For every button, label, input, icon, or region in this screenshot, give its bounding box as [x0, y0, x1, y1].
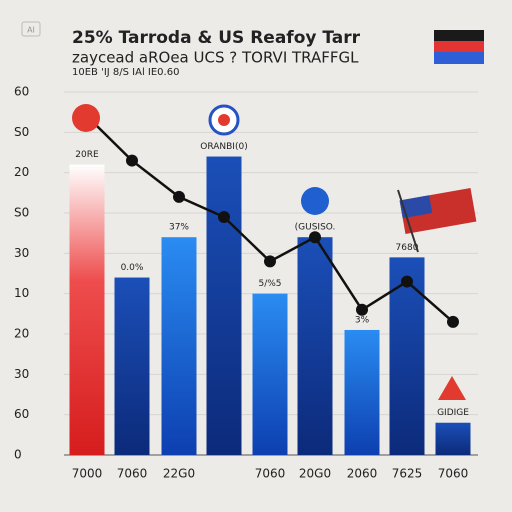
watermark: AI: [27, 26, 35, 35]
value-label: 20RE: [75, 150, 99, 160]
value-label: 37%: [169, 223, 189, 233]
y-tick-label: 60: [14, 85, 29, 99]
value-label: 5/%5: [258, 279, 281, 289]
icon: [438, 376, 466, 400]
bar: [114, 277, 150, 455]
icon: [399, 195, 433, 219]
icon: [218, 114, 230, 126]
line-point: [309, 231, 321, 244]
x-tick-label: 7060: [117, 467, 148, 481]
line-point: [126, 154, 138, 167]
value-label: (GUSISO.: [295, 223, 336, 233]
line-point: [401, 275, 413, 288]
line-point: [173, 190, 185, 203]
y-tick-label: 60: [14, 407, 29, 421]
icons: [72, 104, 477, 400]
chart-subtitle: zaycead aROea UCS ? TORVI TRAFFGL: [72, 49, 359, 67]
y-tick-label: 20: [14, 165, 29, 179]
bar: [206, 156, 242, 456]
line-point: [356, 303, 368, 316]
y-tick-label: 30: [14, 246, 29, 260]
flag: [434, 30, 484, 64]
icon: [301, 187, 329, 215]
icon: [397, 189, 419, 253]
value-label: 0.0%: [121, 263, 144, 273]
bar: [435, 422, 471, 455]
y-tick-label: S0: [14, 125, 29, 139]
bar: [297, 237, 333, 455]
y-tick-label: 30: [14, 367, 29, 381]
y-tick-label: 20: [14, 327, 29, 341]
x-tick-label: 2060: [347, 467, 378, 481]
line-point: [447, 315, 459, 328]
y-tick-label: 0: [14, 448, 22, 462]
chart-title: 25% Tarroda & US Reafoy Tarr: [72, 28, 361, 48]
x-tick-label: 7060: [438, 467, 469, 481]
icon: [72, 104, 100, 132]
x-tick-label: 7000: [72, 467, 103, 481]
value-label: ORANBI(0): [200, 142, 247, 152]
x-tick-label: 7625: [392, 467, 423, 481]
bar: [69, 164, 105, 455]
x-tick-label: 22G0: [163, 467, 195, 481]
x-tick-label: 20G0: [299, 467, 331, 481]
value-label: 3%: [355, 315, 370, 325]
chart-caption: 10EB 'IJ 8/S IAl IE0.60: [72, 67, 179, 78]
x-tick-label: 7060: [255, 467, 286, 481]
line-point: [218, 211, 230, 224]
watermark-box: [21, 21, 41, 37]
y-tick-label: S0: [14, 206, 29, 220]
value-label: GIDIGE: [437, 408, 469, 418]
value-label: 7680: [396, 243, 419, 253]
bar: [252, 293, 288, 455]
line-point: [264, 255, 276, 268]
bar: [344, 329, 380, 455]
bar: [161, 237, 197, 455]
y-tick-label: 10: [14, 286, 29, 300]
